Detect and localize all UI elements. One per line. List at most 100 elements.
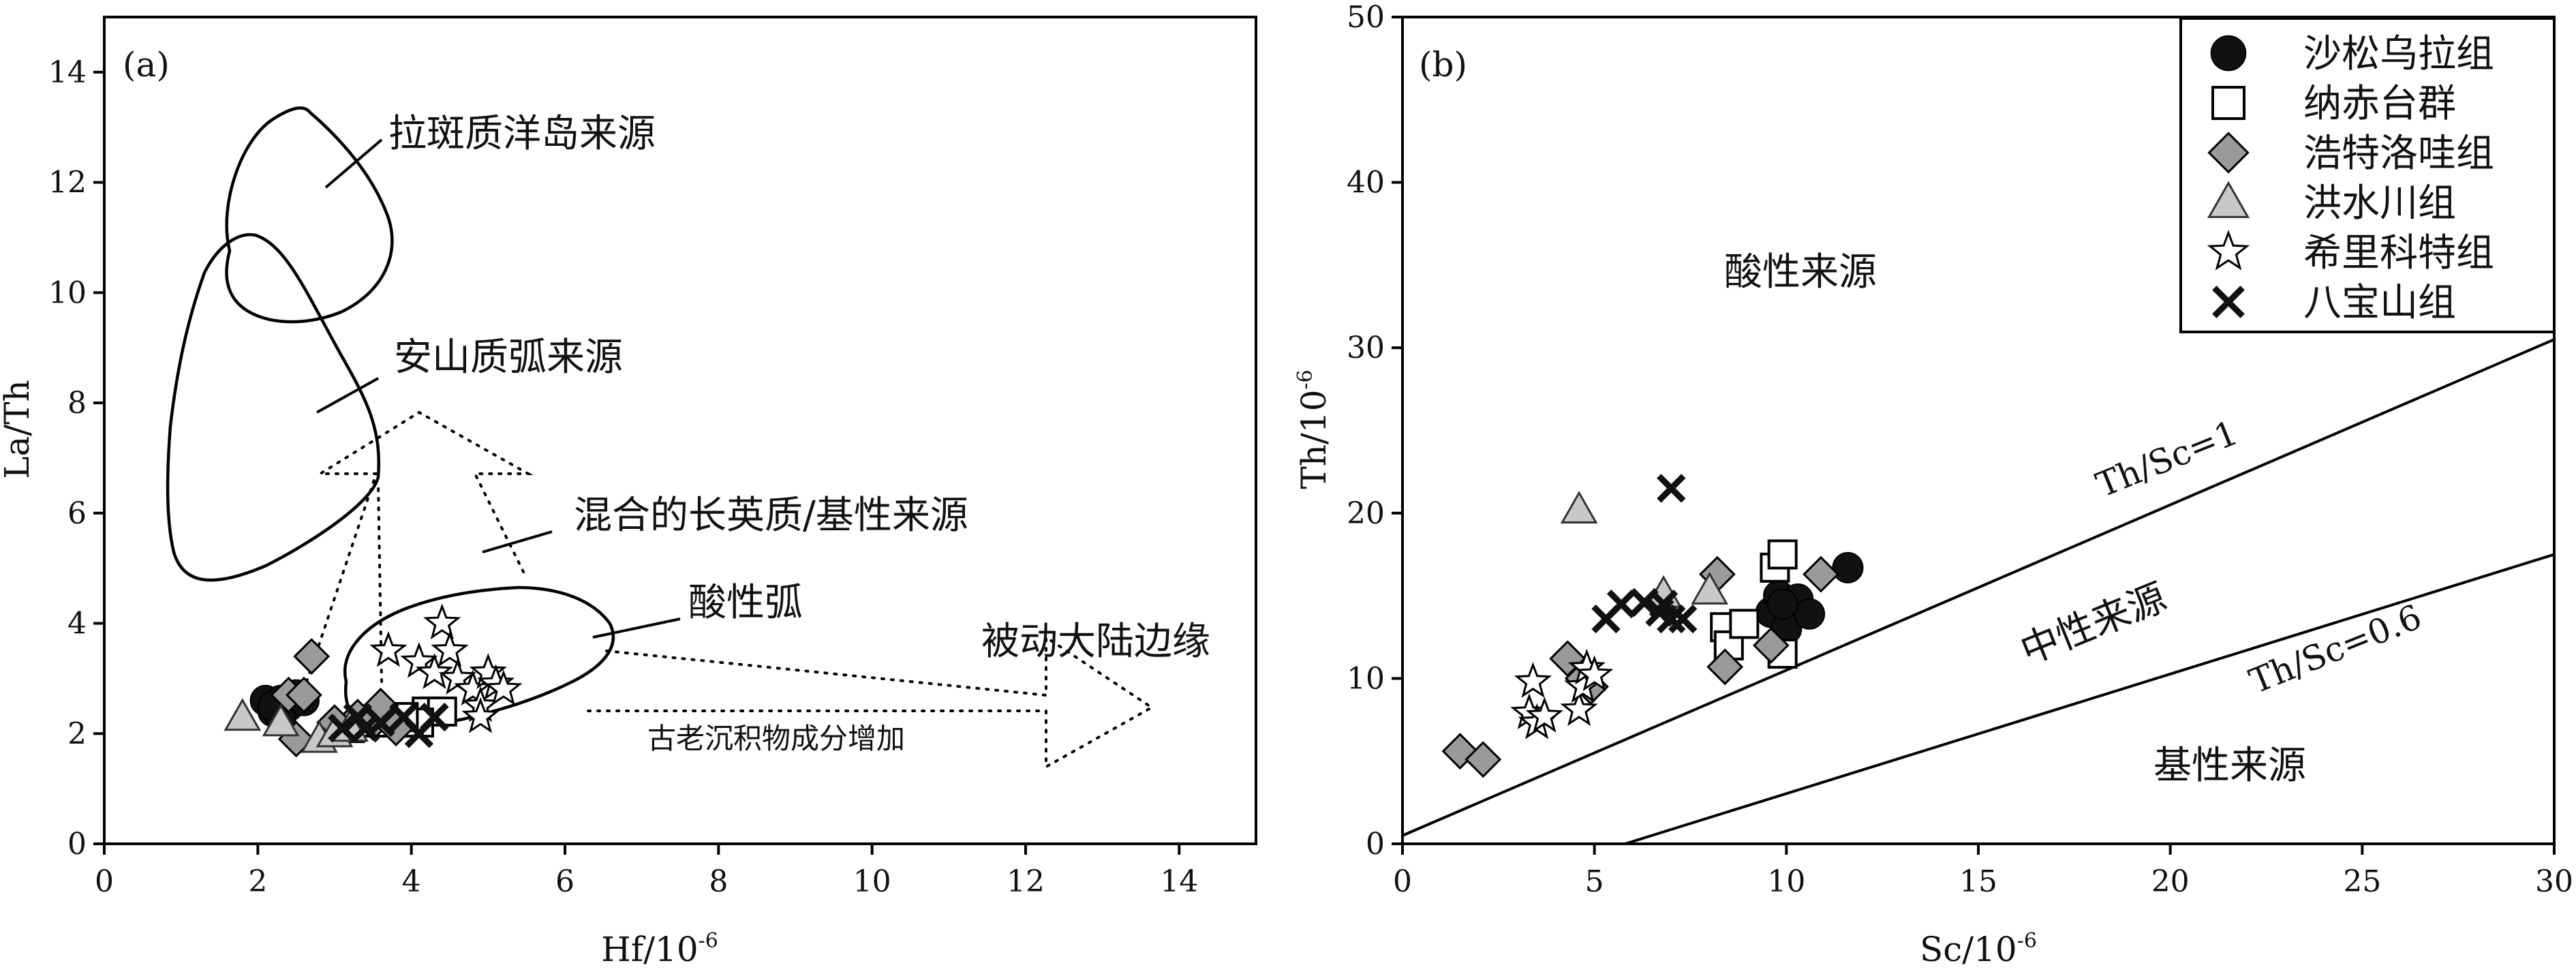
data-point-series-5 — [461, 697, 500, 733]
data-point-series-3 — [1465, 741, 1502, 778]
leader-felsic-arc — [592, 618, 681, 639]
data-point-series-5 — [431, 630, 469, 667]
leader-andesitic-arc — [316, 377, 379, 414]
y-tick-label: 0 — [1366, 827, 1385, 862]
data-point-series-3 — [1752, 626, 1790, 664]
ratio-line-2 — [1625, 553, 2555, 845]
legend-label: 八宝山组 — [2303, 281, 2456, 325]
region-label-intermediate: 中性来源 — [2014, 575, 2173, 673]
panel-a-points — [224, 603, 523, 758]
legend-label: 浩特洛哇组 — [2303, 132, 2494, 176]
legend-label: 希里科特组 — [2303, 231, 2494, 275]
panel-a-x-ticks: 0 2 4 6 8 10 12 14 — [95, 844, 1198, 899]
legend-marker — [2207, 181, 2250, 218]
field-andesitic-arc — [166, 233, 380, 582]
data-point-series-5 — [369, 630, 408, 667]
data-point-series-1 — [1766, 588, 1798, 620]
data-point-series-3 — [293, 638, 331, 675]
y-tick-label: 14 — [48, 55, 87, 90]
y-tick-label: 10 — [48, 275, 87, 310]
label-felsic-arc: 酸性弧 — [688, 581, 803, 625]
mixed-source-dotted-arrow — [305, 410, 534, 683]
data-point-series-6 — [350, 713, 380, 743]
panel-a-frame — [103, 16, 1257, 845]
data-point-series-6 — [420, 702, 449, 732]
data-point-series-5 — [423, 603, 461, 640]
panel-b-label: (b) — [1419, 45, 1467, 85]
panel-a-label: (a) — [123, 45, 170, 85]
panel-b-y-ticks: 0 10 20 30 40 50 — [1347, 0, 1402, 862]
panel-b-ratio-lines — [1402, 338, 2555, 845]
data-point-series-6 — [1606, 590, 1636, 619]
label-passive-margin: 被动大陆边缘 — [981, 620, 1210, 664]
x-tick-label: 30 — [2535, 864, 2573, 899]
data-point-series-4 — [224, 698, 262, 731]
legend-marker — [2207, 132, 2250, 174]
legend-box — [2179, 17, 2556, 333]
data-point-series-3 — [286, 676, 322, 714]
data-point-series-3 — [1803, 556, 1839, 593]
legend-label: 纳赤台群 — [2303, 82, 2456, 126]
legend-label: 洪水川组 — [2303, 181, 2456, 226]
data-point-series-1 — [1832, 551, 1864, 583]
data-point-series-6 — [1657, 604, 1686, 634]
data-point-series-2 — [1767, 539, 1798, 570]
x-tick-label: 4 — [402, 864, 421, 899]
data-point-series-5 — [485, 669, 523, 706]
y-tick-label: 20 — [1347, 496, 1385, 531]
legend-item: 纳赤台群 — [2211, 82, 2456, 126]
panel-b-x-axis-label: Sc/10-6 — [1920, 929, 2037, 969]
x-tick-label: 20 — [2151, 864, 2190, 899]
leader-ocean-island — [324, 138, 383, 189]
panel-a-y-ticks: 0 2 4 6 8 10 12 14 — [48, 55, 104, 862]
data-point-series-5 — [1514, 662, 1552, 698]
data-point-series-5 — [1525, 697, 1564, 733]
line-label-th-sc-06: Th/Sc=0.6 — [2244, 597, 2427, 701]
legend-item: 希里科特组 — [2207, 230, 2494, 275]
x-tick-label: 0 — [1393, 864, 1412, 899]
x-tick-label: 2 — [248, 864, 267, 899]
ratio-line-1 — [1402, 338, 2555, 837]
panel-a: 0 2 4 6 8 10 12 14 0 2 4 6 8 10 12 14 (a) Hf/10-6 La/T… — [0, 16, 1257, 969]
line-label-th-sc-1: Th/Sc=1 — [2091, 413, 2243, 506]
y-tick-label: 12 — [48, 166, 87, 200]
panel-b: 0 5 10 15 20 25 30 0 10 20 30 40 50 (b) Sc/10-6 Th/… — [1293, 0, 2573, 969]
legend-item: 沙松乌拉组 — [2210, 32, 2494, 76]
data-point-series-3 — [1706, 648, 1744, 686]
y-tick-label: 30 — [1347, 331, 1385, 365]
data-point-series-1 — [1794, 598, 1826, 630]
legend-item: 浩特洛哇组 — [2207, 132, 2494, 176]
x-tick-label: 14 — [1160, 864, 1198, 899]
legend-marker — [2207, 230, 2250, 271]
panel-b-y-axis-label: Th/10-6 — [1293, 369, 1334, 489]
data-point-series-6 — [366, 707, 395, 737]
x-tick-label: 6 — [555, 864, 574, 899]
leader-mixed — [482, 530, 553, 553]
x-tick-label: 0 — [95, 864, 114, 899]
legend-item: 洪水川组 — [2207, 181, 2456, 226]
x-tick-label: 10 — [1767, 864, 1805, 899]
data-point-series-4 — [262, 703, 300, 737]
panel-b-x-ticks: 0 5 10 15 20 25 30 — [1393, 844, 2573, 899]
data-point-series-4 — [1560, 491, 1598, 524]
y-tick-label: 0 — [67, 827, 87, 862]
x-tick-label: 15 — [1959, 864, 1997, 899]
data-point-series-4 — [1691, 571, 1729, 605]
legend-label: 沙松乌拉组 — [2303, 32, 2494, 76]
field-ocean-island-tholeiite — [225, 106, 394, 324]
region-label-mafic: 基性来源 — [2153, 744, 2306, 788]
y-tick-label: 50 — [1347, 0, 1385, 35]
data-point-series-5 — [1576, 655, 1614, 692]
legend-marker — [2211, 86, 2245, 120]
region-label-felsic: 酸性来源 — [1724, 250, 1877, 294]
label-mixed-source: 混合的长英质/基性来源 — [574, 493, 968, 538]
data-point-series-5 — [1560, 690, 1598, 727]
label-ocean-island-tholeiite: 拉斑质洋岛来源 — [388, 112, 656, 156]
data-point-series-5 — [415, 653, 454, 689]
x-tick-label: 25 — [2343, 864, 2381, 899]
y-tick-label: 40 — [1347, 166, 1385, 200]
y-tick-label: 8 — [67, 386, 87, 421]
